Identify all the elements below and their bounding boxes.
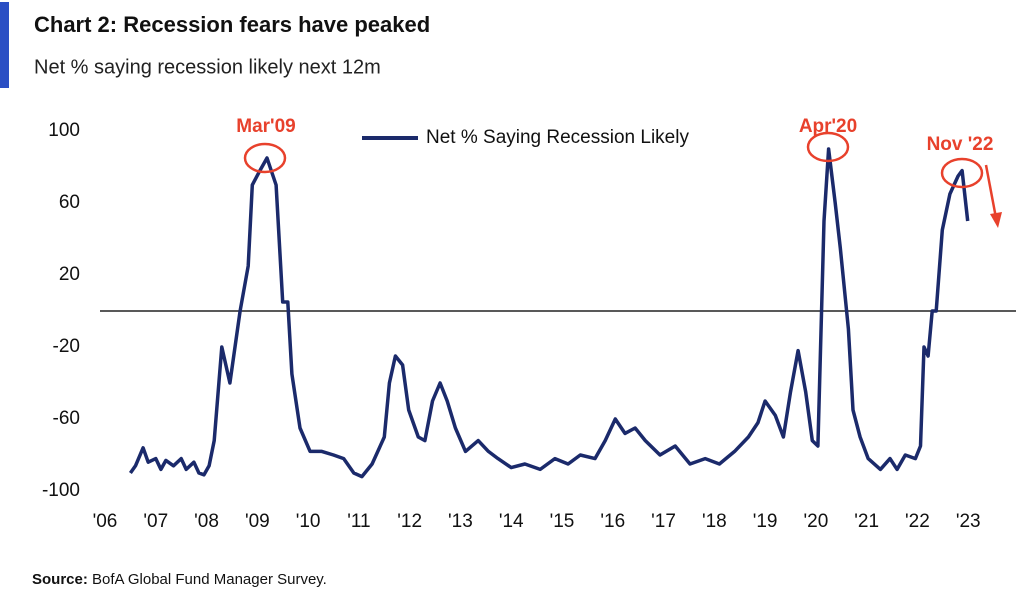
x-tick-label: '21 <box>854 511 879 532</box>
y-tick-label: -20 <box>53 336 80 357</box>
chart-subtitle: Net % saying recession likely next 12m <box>34 56 381 78</box>
annotation-arrowhead <box>990 212 1002 228</box>
annotation: Mar'09 <box>236 116 295 137</box>
x-tick-label: '23 <box>956 511 981 532</box>
x-tick-label: '17 <box>651 511 676 532</box>
x-tick-label: '07 <box>143 511 168 532</box>
x-tick-label: '06 <box>93 511 118 532</box>
x-tick-label: '18 <box>702 511 727 532</box>
annotation-circle <box>243 142 287 174</box>
x-tick-label: '09 <box>245 511 270 532</box>
annotation: Nov '22 <box>927 134 994 155</box>
annotation-circle <box>806 131 850 163</box>
x-tick-label: '08 <box>194 511 219 532</box>
series-line <box>128 147 970 479</box>
y-tick-label: -60 <box>53 408 80 429</box>
x-tick-label: '12 <box>397 511 422 532</box>
y-tick-label: -100 <box>42 480 80 501</box>
annotation-arrow <box>984 164 998 219</box>
accent-bar <box>0 2 9 88</box>
x-tick-label: '15 <box>550 511 575 532</box>
chart-title: Chart 2: Recession fears have peaked <box>34 12 430 37</box>
y-tick-label: 20 <box>59 264 80 285</box>
annotation: Apr'20 <box>799 116 857 137</box>
x-tick-label: '14 <box>499 511 524 532</box>
y-tick-label: 100 <box>48 120 80 141</box>
x-tick-label: '10 <box>296 511 321 532</box>
legend-label: Net % Saying Recession Likely <box>426 127 689 148</box>
source-label: Source: <box>32 571 88 588</box>
x-tick-label: '20 <box>804 511 829 532</box>
x-tick-label: '13 <box>448 511 473 532</box>
x-tick-label: '22 <box>905 511 930 532</box>
x-tick-label: '11 <box>347 511 370 532</box>
y-tick-label: 60 <box>59 192 80 213</box>
x-tick-label: '19 <box>753 511 778 532</box>
annotation-circle <box>940 157 984 189</box>
source-text: BofA Global Fund Manager Survey. <box>92 571 327 588</box>
x-tick-label: '16 <box>600 511 625 532</box>
